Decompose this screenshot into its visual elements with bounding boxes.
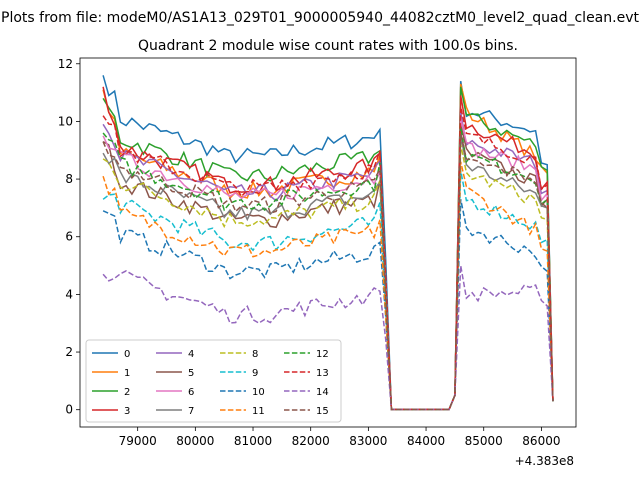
x-tick-label: 82000	[292, 434, 330, 448]
legend-label-3: 3	[124, 406, 130, 417]
x-offset-label: +4.383e8	[515, 454, 574, 468]
x-tick-label: 85000	[465, 434, 503, 448]
y-tick-label: 2	[65, 345, 73, 359]
y-axis: 0 2 4 6 8 10 12	[58, 57, 80, 417]
legend-label-14: 14	[316, 387, 329, 398]
legend-label-6: 6	[188, 387, 194, 398]
legend-label-9: 9	[252, 368, 258, 379]
legend-label-13: 13	[316, 368, 329, 379]
x-tick-label: 83000	[349, 434, 387, 448]
legend-label-4: 4	[188, 349, 194, 360]
x-tick-label: 80000	[176, 434, 214, 448]
y-tick-label: 0	[65, 403, 73, 417]
y-tick-label: 12	[58, 57, 73, 71]
legend-label-0: 0	[124, 349, 130, 360]
legend-label-10: 10	[252, 387, 265, 398]
x-axis: 79000 80000 81000 82000 83000 84000 85000 86000	[119, 427, 561, 448]
y-tick-label: 6	[65, 230, 73, 244]
legend-label-2: 2	[124, 387, 130, 398]
chart-title: Quadrant 2 module wise count rates with …	[138, 38, 518, 54]
legend-label-11: 11	[252, 406, 265, 417]
x-tick-label: 81000	[234, 434, 272, 448]
y-tick-label: 10	[58, 114, 73, 128]
x-tick-label: 84000	[407, 434, 445, 448]
figure-suptitle: Plots from file: modeM0/AS1A13_029T01_90…	[1, 10, 639, 26]
legend-label-1: 1	[124, 368, 130, 379]
y-tick-label: 8	[65, 172, 73, 186]
x-tick-label: 79000	[119, 434, 157, 448]
y-tick-label: 4	[65, 287, 73, 301]
legend-label-8: 8	[252, 349, 258, 360]
legend-label-5: 5	[188, 368, 194, 379]
legend-label-7: 7	[188, 406, 194, 417]
legend-label-15: 15	[316, 406, 329, 417]
x-tick-label: 86000	[522, 434, 560, 448]
legend-label-12: 12	[316, 349, 329, 360]
